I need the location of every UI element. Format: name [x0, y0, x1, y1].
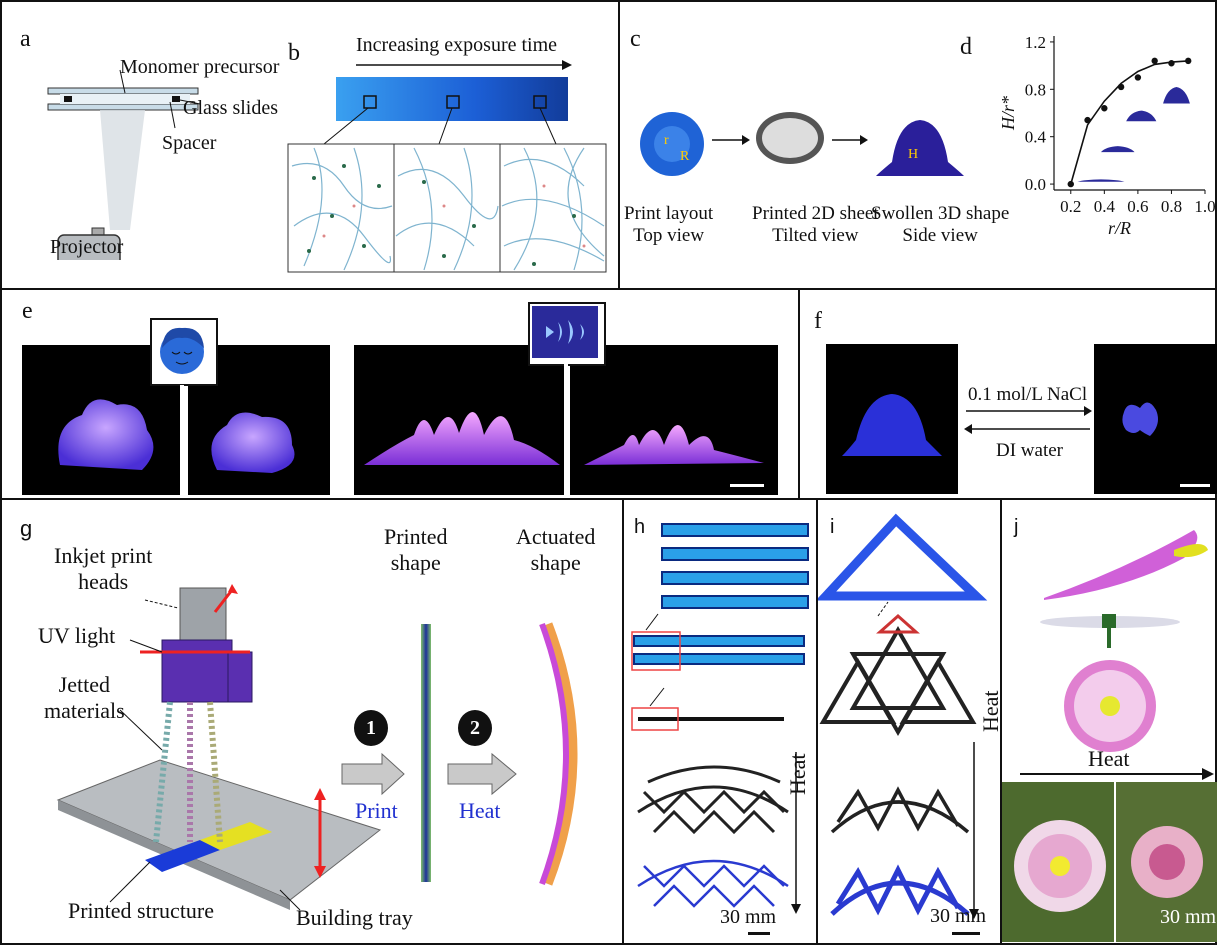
panel-letter-a: a: [20, 26, 31, 52]
x-tick-label: 0.6: [1127, 197, 1148, 216]
panel-letter-i: i: [830, 516, 835, 538]
y-tick-label: 0.8: [1025, 80, 1046, 99]
panel-letter-j: j: [1014, 516, 1019, 538]
step1-arrow: [341, 752, 405, 796]
label-projector: Projector: [50, 236, 124, 258]
panel-letter-b: b: [288, 40, 300, 66]
projector-setup-diagram: [47, 69, 201, 260]
chart-height-vs-radius: 0.0 0.4 0.8 1.2 0.2 0.4 0.6 0.8 1.0 r/R H/r*: [1000, 33, 1215, 238]
face-blobs: [58, 399, 295, 473]
data-point: [1134, 74, 1142, 81]
caption-swollen-shape: Swollen 3D shape Side view: [871, 203, 1010, 246]
y-tick-label: 0.4: [1025, 128, 1047, 147]
x-tick-label: 1.0: [1194, 197, 1215, 216]
network-insets: [287, 95, 607, 273]
printed-strip: [421, 624, 431, 882]
data-point: [1117, 83, 1125, 91]
exposure-arrow: [356, 60, 572, 70]
inkjet-printer-diagram: [56, 584, 382, 911]
shape-sequence: r R H: [640, 112, 964, 176]
label-building-tray: Building tray: [296, 905, 413, 930]
reversible-arrows: [964, 406, 1092, 434]
fish-icon: [532, 306, 598, 358]
panel-letter-f: f: [814, 308, 822, 334]
face-icon-stem: [180, 385, 184, 497]
scale-bar-i: [952, 932, 980, 935]
scale-label-i: 30 mm: [930, 905, 987, 927]
label-di-water: DI water: [996, 440, 1063, 461]
data-point: [1084, 116, 1091, 124]
label-print: Print: [355, 798, 398, 823]
x-tick-label: 0.8: [1161, 197, 1182, 216]
scale-label-j: 30 mm: [1160, 906, 1217, 928]
dome-inset: [1126, 110, 1157, 122]
label-R: R: [680, 149, 690, 164]
shrunk-shape: [1122, 402, 1158, 436]
caption-printed-sheet: Printed 2D sheet Tilted view: [752, 203, 879, 246]
petal-flower-sequence: [1020, 530, 1214, 780]
data-point: [1101, 105, 1108, 112]
step2-arrow: [447, 752, 517, 796]
face-icon: [160, 327, 204, 374]
label-inkjet-heads: Inkjet print heads: [54, 543, 153, 594]
photo-fish-left: [354, 345, 568, 495]
label-heat-i: Heat: [978, 690, 1003, 732]
y-tick-label: 1.2: [1025, 33, 1046, 52]
label-increasing-exposure: Increasing exposure time: [356, 34, 558, 56]
label-H: H: [908, 147, 918, 162]
x-axis-label: r/R: [1108, 218, 1131, 238]
scale-bar-f: [1180, 484, 1210, 487]
label-printed-shape: Printed shape: [384, 524, 448, 575]
label-r: r: [664, 133, 669, 148]
x-tick-label: 0.4: [1094, 197, 1116, 216]
flowers-real: [1014, 820, 1203, 912]
label-monomer-precursor: Monomer precursor: [120, 56, 280, 78]
label-actuated-shape: Actuated shape: [516, 524, 596, 575]
caption-print-layout: Print layout Top view: [624, 203, 714, 246]
data-point: [1067, 180, 1074, 188]
label-spacer: Spacer: [162, 132, 217, 154]
actuated-strip: [539, 622, 578, 886]
dome-inset: [1100, 146, 1135, 153]
exposure-gradient-bar: [336, 77, 568, 121]
lattice-sequence: [631, 523, 809, 914]
step2-badge: 2: [458, 710, 492, 746]
x-tick-label: 0.2: [1060, 197, 1081, 216]
panel-j: [1000, 498, 1217, 945]
y-tick-label: 0.0: [1025, 175, 1046, 194]
dome-shape: [842, 394, 942, 456]
label-nacl: 0.1 mol/L NaCl: [968, 384, 1088, 405]
label-jetted-materials: Jetted materials: [44, 672, 125, 723]
panel-letter-h: h: [634, 516, 646, 538]
photo-fish-right: [570, 345, 778, 495]
data-point: [1185, 57, 1192, 65]
data-point: [1168, 60, 1175, 67]
scale-bar-h: [748, 932, 770, 935]
scale-label-h: 30 mm: [720, 906, 777, 928]
panel-letter-e: e: [22, 298, 33, 324]
panel-letter-g: g: [20, 516, 33, 541]
star-lattice-sequence: [818, 513, 988, 919]
panel-letter-d: d: [960, 34, 972, 60]
fish-icon-stem: [564, 362, 568, 497]
dome-inset: [1163, 86, 1190, 104]
label-glass-slides: Glass slides: [183, 97, 278, 119]
panel-letter-c: c: [630, 26, 641, 52]
label-uv-light: UV light: [38, 623, 116, 648]
label-heat-h: Heat: [785, 753, 810, 795]
step1-badge: 1: [354, 710, 388, 746]
dome-inset: [1077, 179, 1125, 182]
label-printed-structure: Printed structure: [68, 898, 215, 923]
scale-bar-e: [730, 484, 764, 487]
fish-shapes: [364, 411, 764, 465]
data-point: [1151, 57, 1158, 65]
label-heat-g: Heat: [459, 798, 501, 823]
y-axis-label: H/r*: [1000, 96, 1018, 131]
label-heat-j: Heat: [1088, 746, 1130, 771]
